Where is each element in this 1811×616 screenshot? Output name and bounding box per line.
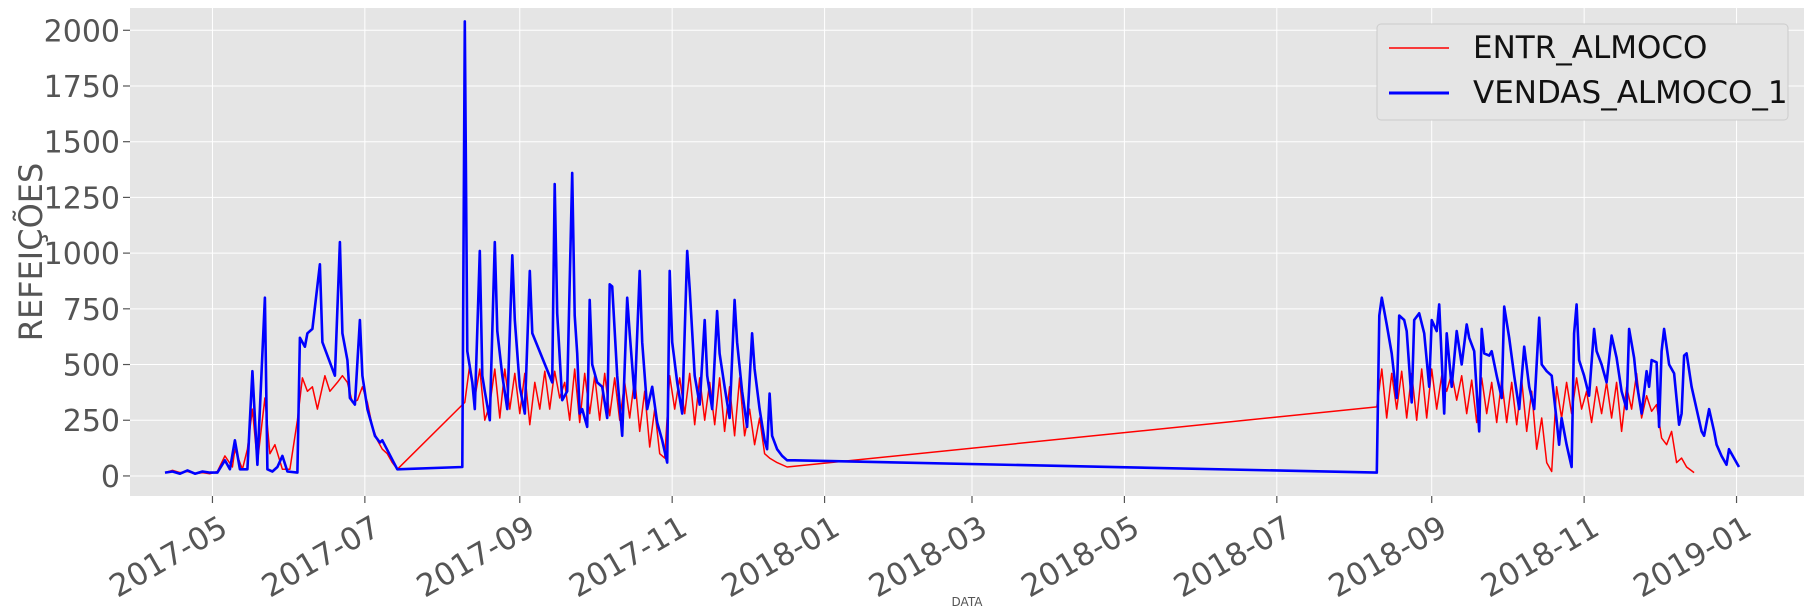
y-axis: 0 250 500 750 1000 1250 1500 1750 2000 [44, 14, 130, 495]
legend-box [1376, 23, 1789, 121]
y-tick-label: 750 [63, 293, 120, 328]
y-tick-label: 1750 [44, 70, 120, 105]
y-tick-label: 1500 [44, 126, 120, 161]
y-tick-label: 1000 [44, 237, 120, 272]
x-tick-label: 2018-03 [863, 509, 993, 605]
y-tick-label: 500 [63, 349, 120, 384]
y-tick-label: 250 [63, 404, 120, 439]
series-line-vendas-almoco-1 [164, 20, 1741, 476]
x-tick-label: 2017-07 [256, 509, 386, 605]
x-tick-label: 2017-09 [411, 509, 541, 605]
x-tick-label: 2018-09 [1323, 509, 1453, 605]
legend-label-entr-almoco: ENTR_ALMOCO [1473, 30, 1707, 66]
x-tick-label: 2017-05 [103, 509, 233, 605]
x-tick-label: 2018-07 [1168, 509, 1298, 605]
x-tick-label: 2018-05 [1015, 509, 1145, 605]
y-axis-label: REFEIÇÕES [12, 163, 50, 342]
x-tick-label: 2018-11 [1475, 509, 1605, 605]
x-tick-label: 2018-01 [716, 509, 846, 605]
y-tick-label: 2000 [44, 14, 120, 49]
x-axis-label: DATA [952, 595, 984, 609]
y-tick-label: 1250 [44, 181, 120, 216]
grid [130, 8, 1804, 496]
legend-label-vendas-almoco-1: VENDAS_ALMOCO_1 [1473, 75, 1788, 111]
legend: ENTR_ALMOCO VENDAS_ALMOCO_1 [1376, 23, 1789, 121]
x-tick-label: 2019-01 [1628, 509, 1758, 605]
x-tick-label: 2017-11 [563, 509, 693, 605]
x-axis: 2017-05 2017-07 2017-09 2017-11 2018-01 2018-… [103, 496, 1758, 605]
y-tick-label: 0 [101, 460, 120, 495]
series-lines [164, 20, 1741, 476]
